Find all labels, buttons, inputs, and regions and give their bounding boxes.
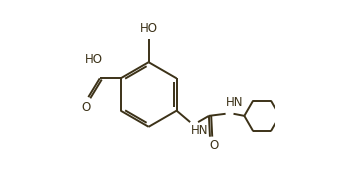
Text: HO: HO [85,53,103,66]
Text: HN: HN [191,124,209,137]
Text: O: O [209,139,219,152]
Text: O: O [81,101,91,114]
Text: HO: HO [139,22,158,35]
Text: HN: HN [226,96,243,108]
